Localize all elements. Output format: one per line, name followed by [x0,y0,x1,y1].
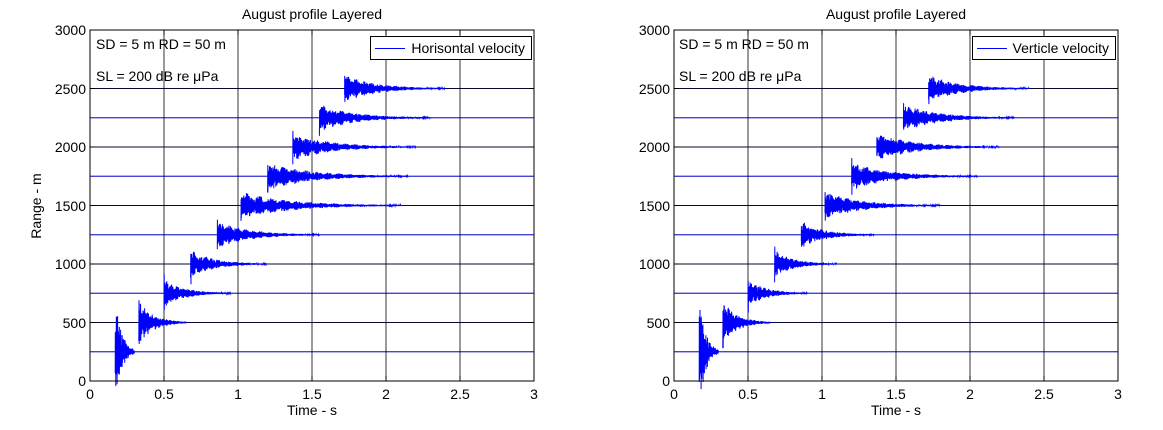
x-tick-label: 1 [818,386,826,402]
x-tick-label: 0 [86,386,94,402]
waveform-trace [747,280,808,313]
x-axis-label: Time - s [286,402,338,418]
x-tick-label: 2.5 [450,386,470,402]
y-tick-label: 3000 [638,22,670,38]
x-tick-label: 2 [382,386,390,402]
chart-title: August profile Layered [241,6,383,22]
legend: Horisontal velocity [370,36,532,60]
chart-panel-left: August profile Layered Range - m Time - … [0,0,580,430]
waveform-trace [138,300,187,345]
plot-area [89,29,535,387]
waveform-trace [318,105,431,136]
legend-label: Horisontal velocity [411,40,525,56]
waveform-trace [216,219,320,250]
annotation-source-level: SL = 200 dB re μPa [96,68,219,84]
annotation-source-level: SL = 200 dB re μPa [679,68,802,84]
waveform-trace [698,309,719,390]
waveform-trace [114,316,135,387]
waveform-trace [163,274,232,311]
x-tick-label: 3 [1114,386,1122,402]
chart-panel-right: August profile Layered Time - s 0 500 10… [583,0,1163,430]
annotation-depths: SD = 5 m RD = 50 m [96,36,226,52]
x-tick-label: 0.5 [738,386,758,402]
x-tick-label: 2.5 [1034,386,1054,402]
x-tick-label: 1 [234,386,242,402]
waveform-trace [876,135,1001,159]
waveform-trace [344,75,446,102]
y-tick-label: 1500 [638,198,670,214]
y-tick-label: 1000 [54,256,86,272]
y-tick-label: 0 [78,373,86,389]
y-tick-label: 2000 [638,139,670,155]
legend-label: Verticle velocity [1012,40,1109,56]
waveform-trace [902,103,1015,130]
x-tick-label: 3 [530,386,538,402]
waveform-trace [292,130,417,165]
legend: Verticle velocity [971,36,1116,60]
y-tick-label: 2000 [54,139,86,155]
y-tick-label: 500 [62,315,86,331]
waveform-trace [190,251,269,285]
waveform-trace [800,222,875,247]
y-tick-label: 2500 [54,81,86,97]
x-tick-label: 0.5 [154,386,174,402]
waveform-trace [267,165,409,193]
y-tick-label: 2500 [638,81,670,97]
x-tick-label: 1.5 [302,386,322,402]
y-tick-label: 500 [646,315,670,331]
plot-area [673,29,1119,390]
waveform-trace [851,158,978,195]
annotation-depths: SD = 5 m RD = 50 m [679,36,809,52]
waveform-trace [824,192,941,221]
x-tick-label: 0 [670,386,678,402]
y-tick-label: 0 [662,373,670,389]
y-tick-label: 1000 [638,256,670,272]
waveform-trace [774,246,838,283]
x-tick-label: 1.5 [886,386,906,402]
x-axis-label: Time - s [870,402,922,418]
y-tick-label: 3000 [54,22,86,38]
y-tick-label: 1500 [54,198,86,214]
x-tick-label: 2 [966,386,974,402]
waveform-trace [240,193,402,221]
legend-swatch [375,47,406,49]
waveform-trace [722,305,771,349]
legend-swatch [976,47,1007,49]
waveform-trace [928,76,1030,105]
chart-title: August profile Layered [825,6,967,22]
